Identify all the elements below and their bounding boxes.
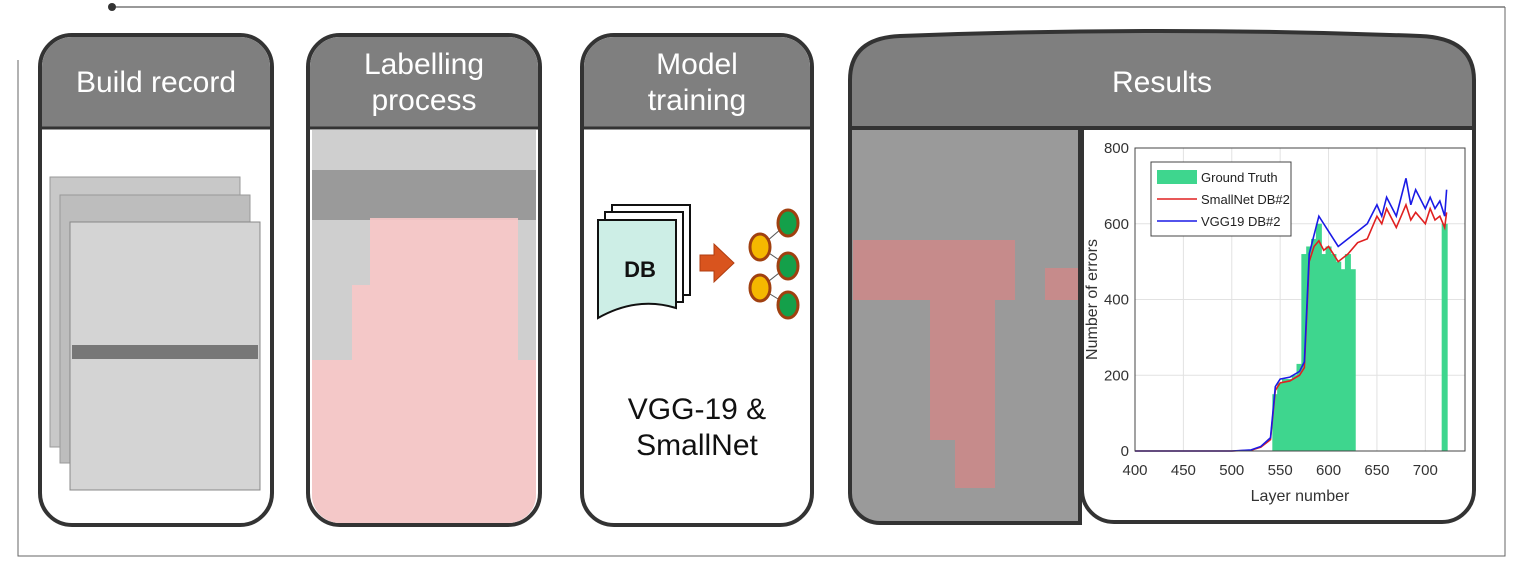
axes-box bbox=[1134, 147, 1466, 452]
bar bbox=[1306, 246, 1313, 451]
x-tick-label: 450 bbox=[1171, 462, 1196, 479]
bar bbox=[1282, 379, 1288, 451]
line bbox=[1135, 178, 1448, 452]
x-tick-label: 600 bbox=[1316, 462, 1341, 479]
image-detail bbox=[72, 345, 258, 359]
x-tick-label: 500 bbox=[1219, 462, 1244, 479]
node bbox=[776, 208, 800, 238]
legend-label: VGG19 DB#2 bbox=[1201, 214, 1281, 229]
panel-header bbox=[310, 37, 538, 128]
bar bbox=[1296, 363, 1303, 451]
bar bbox=[1272, 394, 1279, 451]
y-tick-label: 800 bbox=[1104, 140, 1129, 157]
bar bbox=[1335, 261, 1342, 451]
chart: 400 450 500 550 600 650 700 0 200 400 600 800 Layer … bbox=[1084, 140, 1466, 505]
panel-title: Results bbox=[1111, 65, 1213, 99]
node bbox=[748, 273, 772, 303]
panel-header bbox=[42, 37, 270, 128]
panel bbox=[580, 33, 814, 527]
caption: VGG-19 & SmallNet bbox=[627, 393, 767, 462]
node bbox=[776, 251, 800, 281]
panel-header bbox=[584, 37, 810, 128]
node bbox=[776, 290, 800, 320]
frame-dot bbox=[108, 3, 116, 11]
legend-label: Ground Truth bbox=[1201, 170, 1278, 185]
bar bbox=[1441, 223, 1448, 451]
bar bbox=[1349, 269, 1356, 451]
x-tick-label: 650 bbox=[1364, 462, 1389, 479]
x-axis-label: Layer number bbox=[1251, 488, 1350, 505]
y-tick-label: 600 bbox=[1104, 216, 1129, 233]
arrow bbox=[699, 242, 735, 284]
bar bbox=[1277, 382, 1284, 451]
label-overlay bbox=[853, 240, 1078, 488]
label-overlay bbox=[312, 218, 536, 523]
bar bbox=[1340, 269, 1347, 451]
bar bbox=[1291, 375, 1298, 451]
panel-title: Model training bbox=[647, 47, 747, 117]
bar bbox=[1325, 246, 1332, 451]
y-tick-label: 400 bbox=[1104, 292, 1129, 309]
y-axis-label: Number of errors bbox=[1084, 239, 1101, 360]
legend-label: SmallNet DB#2 bbox=[1201, 192, 1290, 207]
x-tick-label: 400 bbox=[1122, 462, 1147, 479]
bar bbox=[1330, 254, 1337, 451]
legend-swatch bbox=[1157, 170, 1197, 184]
x-tick-label: 700 bbox=[1413, 462, 1438, 479]
bar bbox=[1344, 254, 1351, 451]
y-tick-label: 0 bbox=[1121, 443, 1129, 460]
bar bbox=[1320, 254, 1327, 451]
bar bbox=[1286, 379, 1293, 451]
icon-label: DB bbox=[624, 257, 656, 282]
bar bbox=[1311, 238, 1318, 451]
doc bbox=[597, 219, 677, 320]
panel-header bbox=[848, 29, 1476, 130]
panel-title: Labelling process bbox=[363, 47, 485, 117]
node bbox=[748, 232, 772, 262]
y-tick-label: 200 bbox=[1104, 367, 1129, 384]
panel-title: Build record bbox=[75, 65, 237, 99]
frame bbox=[17, 7, 1506, 557]
x-tick-label: 550 bbox=[1268, 462, 1293, 479]
image-detail bbox=[312, 170, 536, 220]
bar bbox=[1315, 223, 1322, 451]
